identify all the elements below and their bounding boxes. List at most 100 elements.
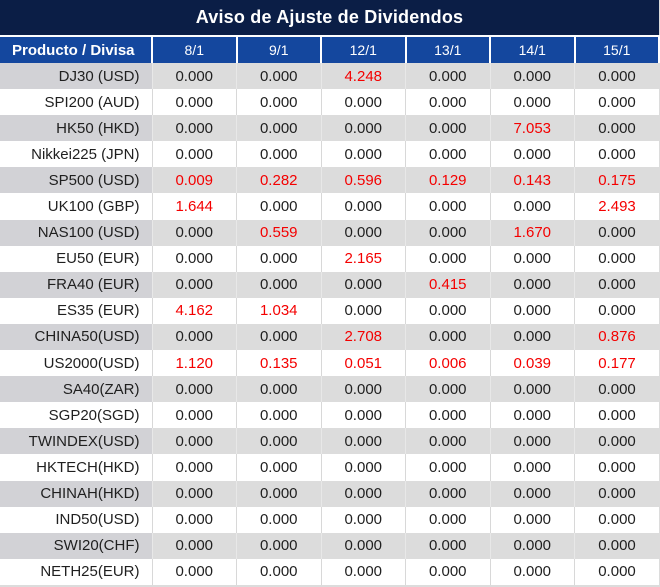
value-cell: 0.000 [405,297,490,324]
value-cell: 0.000 [151,376,237,403]
value-cell: 0.000 [574,454,659,481]
value-cell: 0.000 [236,506,321,533]
value-cell: 0.000 [320,297,406,324]
value-cell: 0.000 [236,454,321,481]
table-row: SP500 (USD) 0.009 0.282 0.596 0.129 0.143 0.17… [0,167,659,194]
value-cell: 0.000 [320,193,406,220]
value-cell: 0.000 [489,480,575,507]
adjustment-value-cell: 7.053 [489,115,575,142]
value-cell: 0.000 [320,271,406,298]
adjustment-value-cell: 1.644 [151,193,237,220]
adjustment-value-cell: 2.708 [320,323,406,351]
value-cell: 0.000 [236,428,321,455]
product-cell: HK50 (HKD) [0,115,152,142]
value-cell: 0.000 [320,402,406,429]
value-cell: 0.000 [489,532,575,559]
value-cell: 0.000 [320,89,406,116]
table-row: TWINDEX(USD) 0.000 0.000 0.000 0.000 0.000 0.0… [0,428,659,455]
value-cell: 0.000 [489,376,575,403]
product-cell: SA40(ZAR) [0,376,152,403]
product-cell: DJ30 (USD) [0,63,152,90]
value-cell: 0.000 [151,532,237,559]
product-cell: EU50 (EUR) [0,245,152,272]
table-row: HK50 (HKD) 0.000 0.000 0.000 0.000 7.053 0.000 [0,115,659,142]
value-cell: 0.000 [574,376,659,403]
value-cell: 0.000 [236,558,321,585]
product-cell: FRA40 (EUR) [0,271,152,298]
product-cell: CHINA50(USD) [0,323,152,351]
value-cell: 0.000 [320,506,406,533]
adjustment-value-cell: 0.559 [236,219,321,246]
value-cell: 0.000 [236,271,321,298]
value-cell: 0.000 [574,428,659,455]
table-row: UK100 (GBP) 1.644 0.000 0.000 0.000 0.000 2.49… [0,193,659,220]
table-row: Nikkei225 (JPN) 0.000 0.000 0.000 0.000 0.000… [0,141,659,168]
value-cell: 0.000 [489,63,575,90]
value-cell: 0.000 [574,480,659,507]
adjustment-value-cell: 4.162 [151,297,237,324]
table-row: SGP20(SGD) 0.000 0.000 0.000 0.000 0.000 0.000 [0,402,659,429]
table-row: CHINA50(USD) 0.000 0.000 2.708 0.000 0.000 0.8… [0,323,659,351]
value-cell: 0.000 [405,532,490,559]
value-cell: 0.000 [320,558,406,585]
value-cell: 0.000 [151,323,237,351]
product-cell: NETH25(EUR) [0,558,152,585]
column-header-date: 12/1 [320,36,406,63]
product-cell: NAS100 (USD) [0,219,152,246]
value-cell: 0.000 [405,454,490,481]
title-row: Aviso de Ajuste de Dividendos [0,0,659,37]
value-cell: 0.000 [489,141,575,168]
product-cell: SGP20(SGD) [0,402,152,429]
adjustment-value-cell: 1.120 [151,350,237,377]
value-cell: 0.000 [405,480,490,507]
adjustment-value-cell: 0.135 [236,350,321,377]
value-cell: 0.000 [151,115,237,142]
product-cell: SP500 (USD) [0,167,152,194]
table-body: DJ30 (USD) 0.000 0.000 4.248 0.000 0.000 0.000… [0,63,659,585]
adjustment-value-cell: 2.165 [320,245,406,272]
adjustment-value-cell: 1.034 [236,297,321,324]
table-row: NETH25(EUR) 0.000 0.000 0.000 0.000 0.000 0.00… [0,558,659,585]
value-cell: 0.000 [320,115,406,142]
table-row: SWI20(CHF) 0.000 0.000 0.000 0.000 0.000 0.000 [0,532,659,559]
value-cell: 0.000 [151,63,237,90]
value-cell: 0.000 [405,323,490,351]
column-header-date: 15/1 [573,36,660,63]
value-cell: 0.000 [405,63,490,90]
value-cell: 0.000 [320,376,406,403]
product-cell: TWINDEX(USD) [0,428,152,455]
value-cell: 0.000 [151,141,237,168]
value-cell: 0.000 [574,63,659,90]
product-cell: SWI20(CHF) [0,532,152,559]
value-cell: 0.000 [236,141,321,168]
product-cell: ES35 (EUR) [0,297,152,324]
value-cell: 0.000 [151,558,237,585]
table-row: NAS100 (USD) 0.000 0.559 0.000 0.000 1.670 0.0… [0,219,659,246]
value-cell: 0.000 [489,89,575,116]
value-cell: 0.000 [236,532,321,559]
value-cell: 0.000 [574,115,659,142]
value-cell: 0.000 [574,558,659,585]
product-cell: Nikkei225 (JPN) [0,141,152,168]
value-cell: 0.000 [489,454,575,481]
value-cell: 0.000 [405,89,490,116]
value-cell: 0.000 [236,376,321,403]
adjustment-value-cell: 2.493 [574,193,659,220]
value-cell: 0.000 [236,323,321,351]
value-cell: 0.000 [151,271,237,298]
value-cell: 0.000 [405,193,490,220]
table-row: FRA40 (EUR) 0.000 0.000 0.000 0.415 0.000 0.00… [0,271,659,298]
product-cell: IND50(USD) [0,506,152,533]
value-cell: 0.000 [489,428,575,455]
value-cell: 0.000 [151,506,237,533]
column-header-date: 13/1 [404,36,490,63]
adjustment-value-cell: 0.175 [574,167,659,194]
value-cell: 0.000 [574,219,659,246]
value-cell: 0.000 [151,89,237,116]
value-cell: 0.000 [489,323,575,351]
value-cell: 0.000 [489,506,575,533]
value-cell: 0.000 [405,115,490,142]
value-cell: 0.000 [405,402,490,429]
adjustment-value-cell: 0.143 [489,167,575,194]
